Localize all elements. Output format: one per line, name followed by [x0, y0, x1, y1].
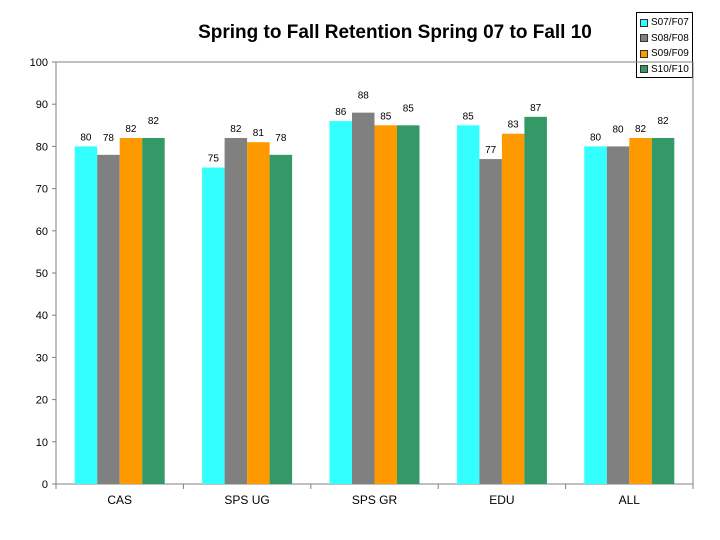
legend-label: S07/F07: [651, 17, 689, 29]
bar: [501, 133, 525, 485]
bar: [479, 159, 502, 484]
data-label: 78: [275, 133, 287, 144]
legend-item: S10/F10: [640, 62, 692, 78]
bar: [651, 137, 675, 484]
legend-swatch: [640, 18, 648, 27]
data-label: 82: [657, 116, 669, 127]
legend-label: S09/F09: [651, 48, 689, 60]
bar: [329, 121, 352, 484]
legend-swatch: [640, 65, 648, 74]
data-label: 83: [508, 120, 520, 131]
data-label: 88: [358, 91, 370, 102]
bar: [629, 137, 652, 484]
legend-item: S09/F09: [640, 46, 692, 62]
data-label: 80: [612, 124, 624, 135]
bar: [456, 125, 480, 485]
data-label: 81: [253, 128, 265, 139]
data-label: 87: [530, 103, 542, 114]
y-tick-label: 30: [36, 352, 48, 364]
bar: [606, 146, 630, 484]
data-label: 78: [103, 133, 115, 144]
data-label: 85: [403, 103, 415, 114]
bar: [584, 146, 607, 484]
bar: [397, 125, 420, 485]
legend-item: S08/F08: [640, 31, 692, 47]
legend-swatch: [640, 49, 648, 58]
legend-swatch: [640, 34, 648, 43]
y-tick-label: 50: [36, 268, 48, 280]
data-label: 85: [463, 111, 475, 122]
data-label: 82: [148, 116, 160, 127]
y-tick-label: 100: [30, 57, 48, 69]
y-tick-label: 80: [36, 141, 48, 153]
data-label: 80: [80, 132, 92, 143]
legend-label: S08/F08: [651, 32, 689, 44]
chart-legend: S07/F07 S08/F08 S09/F09 S10/F10: [636, 12, 693, 78]
bar: [142, 137, 165, 484]
bar: [352, 112, 375, 484]
data-label: 80: [590, 132, 602, 143]
data-label: 85: [380, 111, 392, 122]
bar: [74, 146, 98, 484]
legend-label: S10/F10: [651, 63, 689, 75]
x-tick-label: ALL: [619, 493, 641, 507]
data-label: 75: [208, 154, 220, 165]
x-tick-label: CAS: [107, 493, 132, 507]
y-tick-label: 20: [36, 395, 48, 407]
data-label: 82: [125, 124, 137, 135]
y-tick-label: 0: [42, 479, 48, 491]
bar: [119, 137, 143, 484]
bar: [524, 116, 547, 485]
bar: [269, 154, 293, 484]
bar: [374, 125, 397, 485]
y-tick-label: 70: [36, 184, 48, 196]
x-tick-label: SPS UG: [224, 493, 269, 507]
bar: [224, 137, 248, 484]
y-tick-label: 10: [36, 437, 48, 449]
y-tick-label: 40: [36, 310, 48, 322]
data-label: 77: [485, 145, 497, 156]
y-tick-label: 60: [36, 226, 48, 238]
y-tick-label: 90: [36, 99, 48, 111]
x-tick-label: SPS GR: [352, 493, 398, 507]
bar: [97, 154, 120, 484]
legend-item: S07/F07: [640, 15, 692, 31]
data-label: 82: [635, 124, 647, 135]
bar: [202, 167, 225, 484]
x-tick-label: EDU: [489, 493, 514, 507]
chart-title: Spring to Fall Retention Spring 07 to Fa…: [198, 22, 592, 43]
bar: [247, 142, 270, 484]
data-label: 82: [230, 124, 242, 135]
data-label: 86: [335, 107, 347, 118]
